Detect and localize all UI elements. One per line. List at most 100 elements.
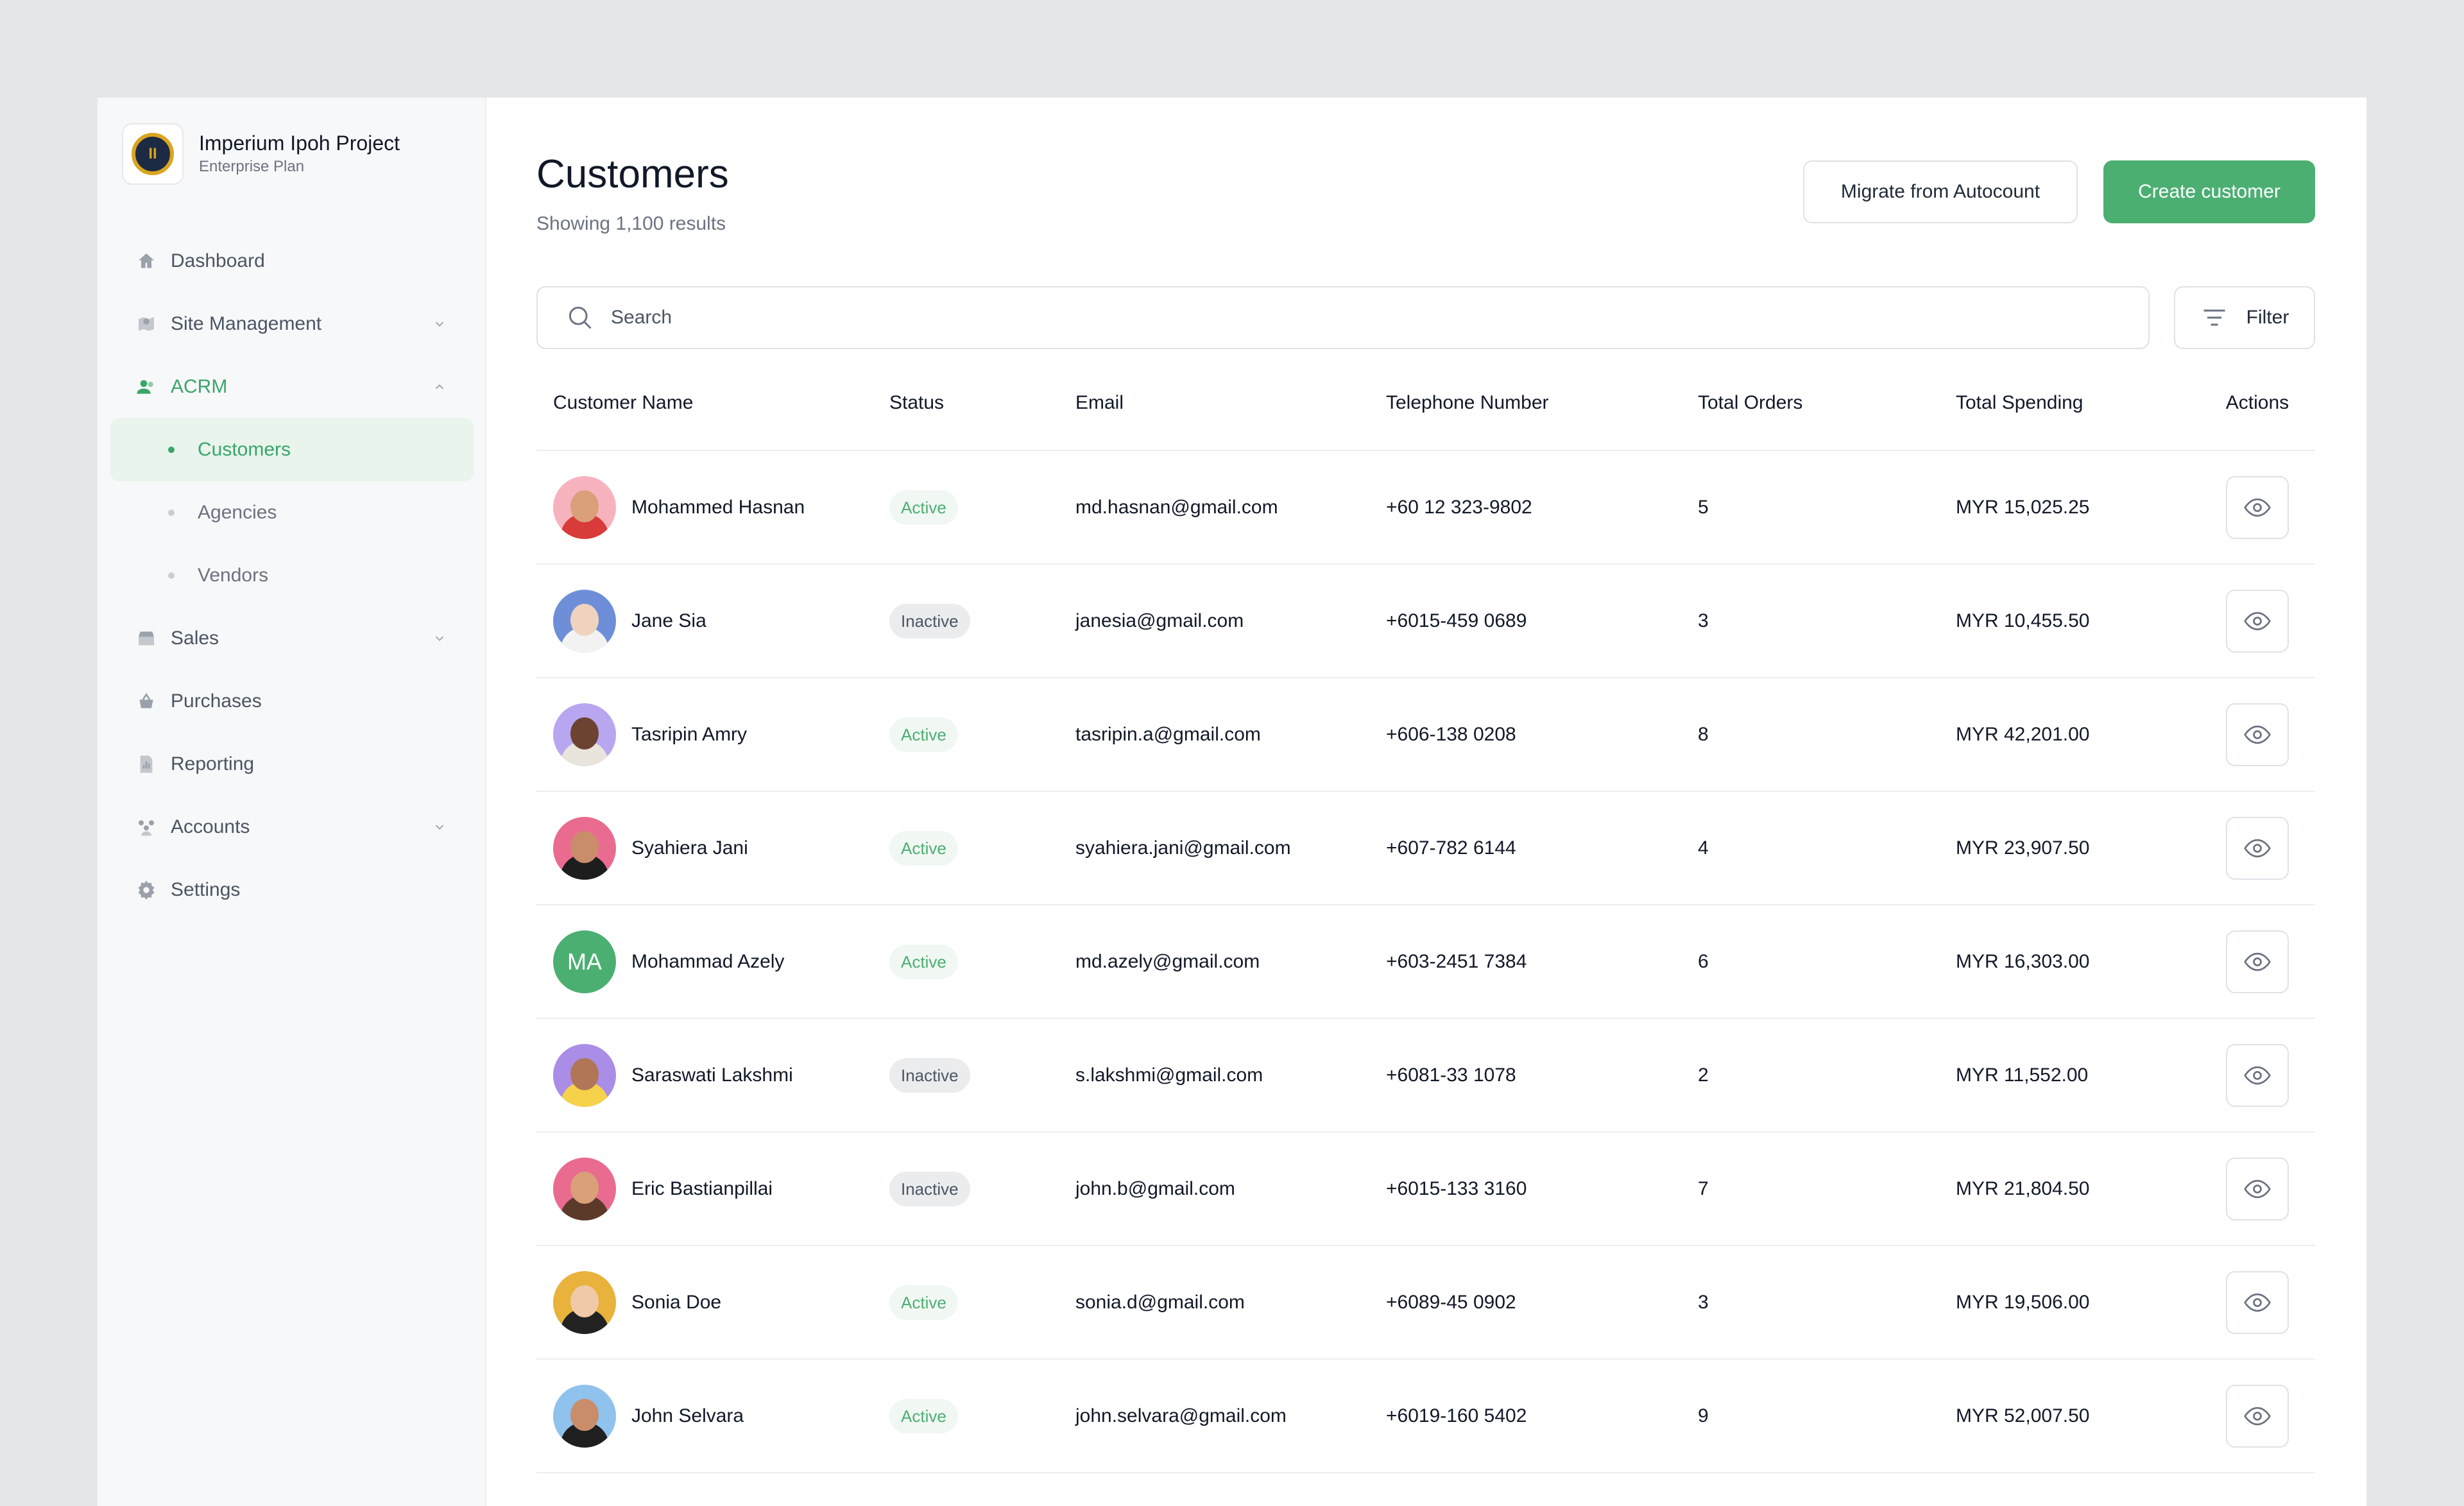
eye-icon xyxy=(2244,1293,2271,1312)
cell-email: janesia@gmail.com xyxy=(1075,564,1386,678)
avatar-head xyxy=(570,490,599,522)
customer-name[interactable]: Syahiera Jani xyxy=(631,837,748,859)
column-header-name[interactable]: Customer Name xyxy=(536,355,889,451)
status-badge: Inactive xyxy=(889,1171,970,1206)
users-icon xyxy=(135,375,158,398)
app-window: II Imperium Ipoh Project Enterprise Plan… xyxy=(98,98,2366,1506)
column-header-spending[interactable]: Total Spending xyxy=(1956,355,2200,451)
cell-telephone: +606-138 0208 xyxy=(1386,678,1698,792)
search-icon xyxy=(569,306,592,329)
view-customer-button[interactable] xyxy=(2226,816,2289,880)
sidebar-nav: Dashboard Site Management ACRM xyxy=(110,230,474,921)
cell-status: Inactive xyxy=(889,564,1075,678)
table-row[interactable]: Tasripin Amry Active tasripin.a@gmail.co… xyxy=(536,678,2315,792)
table-row[interactable]: Syahiera Jani Active syahiera.jani@gmail… xyxy=(536,791,2315,905)
view-customer-button[interactable] xyxy=(2226,1043,2289,1107)
customer-name[interactable]: Jane Sia xyxy=(631,610,706,631)
migrate-from-autocount-button[interactable]: Migrate from Autocount xyxy=(1803,160,2078,223)
cell-status: Active xyxy=(889,905,1075,1019)
search-input[interactable] xyxy=(611,307,2087,329)
view-customer-button[interactable] xyxy=(2226,589,2289,653)
avatar-head xyxy=(570,1398,599,1431)
eye-icon xyxy=(2244,952,2271,971)
table-row[interactable]: Jane Sia Inactive janesia@gmail.com +601… xyxy=(536,564,2315,678)
cell-total-spending: MYR 19,506.00 xyxy=(1956,1245,2200,1360)
column-header-orders[interactable]: Total Orders xyxy=(1698,355,1956,451)
table-header-row: Customer Name Status Email Telephone Num… xyxy=(536,355,2315,451)
cell-actions xyxy=(2200,564,2315,678)
column-header-telephone[interactable]: Telephone Number xyxy=(1386,355,1698,451)
eye-icon xyxy=(2244,612,2271,630)
cell-total-spending: MYR 15,025.25 xyxy=(1956,450,2200,565)
eye-icon xyxy=(2244,1407,2271,1425)
table-body: Mohammed Hasnan Active md.hasnan@gmail.c… xyxy=(536,450,2315,1473)
map-pin-icon xyxy=(135,312,158,336)
customer-name[interactable]: Mohammad Azely xyxy=(631,950,785,972)
cell-telephone: +603-2451 7384 xyxy=(1386,905,1698,1019)
table-row[interactable]: Sonia Doe Active sonia.d@gmail.com +6089… xyxy=(536,1245,2315,1360)
sidebar-item-label: Agencies xyxy=(198,502,277,523)
cell-telephone: +6015-133 3160 xyxy=(1386,1132,1698,1246)
cell-total-orders: 3 xyxy=(1698,564,1956,678)
sidebar-subitem-agencies[interactable]: Agencies xyxy=(110,481,474,544)
view-customer-button[interactable] xyxy=(2226,1157,2289,1220)
table-row[interactable]: Eric Bastianpillai Inactive john.b@gmail… xyxy=(536,1132,2315,1246)
customer-name[interactable]: Tasripin Amry xyxy=(631,723,748,745)
search-bar[interactable] xyxy=(536,286,2150,349)
sidebar-item-label: Vendors xyxy=(198,565,269,586)
cell-status: Active xyxy=(889,1359,1075,1473)
customer-name[interactable]: Mohammed Hasnan xyxy=(631,496,805,518)
sidebar-item-label: Customers xyxy=(198,439,291,460)
workspace-switcher[interactable]: II Imperium Ipoh Project Enterprise Plan xyxy=(122,123,400,185)
table-row[interactable]: Mohammed Hasnan Active md.hasnan@gmail.c… xyxy=(536,450,2315,565)
sidebar-item-settings[interactable]: Settings xyxy=(110,859,474,921)
filter-icon xyxy=(2203,309,2225,326)
workspace-logo: II xyxy=(122,123,184,185)
status-badge: Active xyxy=(889,1398,958,1433)
table-row[interactable]: John Selvara Active john.selvara@gmail.c… xyxy=(536,1359,2315,1473)
cell-actions xyxy=(2200,1018,2315,1133)
cell-name: Eric Bastianpillai xyxy=(536,1132,889,1246)
sidebar-item-site-management[interactable]: Site Management xyxy=(110,293,474,355)
cell-telephone: +607-782 6144 xyxy=(1386,791,1698,905)
table-row[interactable]: MA Mohammad Azely Active md.azely@gmail.c… xyxy=(536,905,2315,1019)
shop-icon xyxy=(135,627,158,650)
column-header-status[interactable]: Status xyxy=(889,355,1075,451)
sidebar-item-accounts[interactable]: Accounts xyxy=(110,796,474,859)
sidebar-item-dashboard[interactable]: Dashboard xyxy=(110,230,474,293)
customer-name[interactable]: Saraswati Lakshmi xyxy=(631,1064,793,1086)
cell-actions xyxy=(2200,791,2315,905)
view-customer-button[interactable] xyxy=(2226,1271,2289,1334)
view-customer-button[interactable] xyxy=(2226,475,2289,539)
cell-actions xyxy=(2200,1245,2315,1360)
report-icon xyxy=(135,753,158,776)
avatar xyxy=(553,475,616,539)
status-badge: Active xyxy=(889,1285,958,1320)
customer-name[interactable]: Eric Bastianpillai xyxy=(631,1177,773,1199)
filter-button[interactable]: Filter xyxy=(2174,286,2315,349)
sidebar-item-label: ACRM xyxy=(171,376,228,397)
cell-name: MA Mohammad Azely xyxy=(536,905,889,1019)
cell-name: Syahiera Jani xyxy=(536,791,889,905)
cell-total-orders: 5 xyxy=(1698,450,1956,565)
create-customer-button[interactable]: Create customer xyxy=(2103,160,2315,223)
avatar xyxy=(553,816,616,880)
cell-email: syahiera.jani@gmail.com xyxy=(1075,791,1386,905)
column-header-email[interactable]: Email xyxy=(1075,355,1386,451)
sidebar-item-purchases[interactable]: Purchases xyxy=(110,670,474,733)
cell-telephone: +6019-160 5402 xyxy=(1386,1359,1698,1473)
view-customer-button[interactable] xyxy=(2226,930,2289,993)
sidebar-item-reporting[interactable]: Reporting xyxy=(110,733,474,796)
customer-name[interactable]: John Selvara xyxy=(631,1405,744,1426)
table-row[interactable]: Saraswati Lakshmi Inactive s.lakshmi@gma… xyxy=(536,1018,2315,1133)
sidebar-subitem-customers[interactable]: Customers xyxy=(110,418,474,481)
view-customer-button[interactable] xyxy=(2226,703,2289,766)
sidebar-item-acrm[interactable]: ACRM xyxy=(110,355,474,418)
chevron-down-icon xyxy=(432,820,447,834)
view-customer-button[interactable] xyxy=(2226,1384,2289,1448)
customer-name[interactable]: Sonia Doe xyxy=(631,1291,722,1313)
sidebar-subitem-vendors[interactable]: Vendors xyxy=(110,544,474,607)
eye-icon xyxy=(2244,725,2271,744)
sidebar-item-sales[interactable]: Sales xyxy=(110,607,474,670)
avatar-head xyxy=(570,1057,599,1090)
